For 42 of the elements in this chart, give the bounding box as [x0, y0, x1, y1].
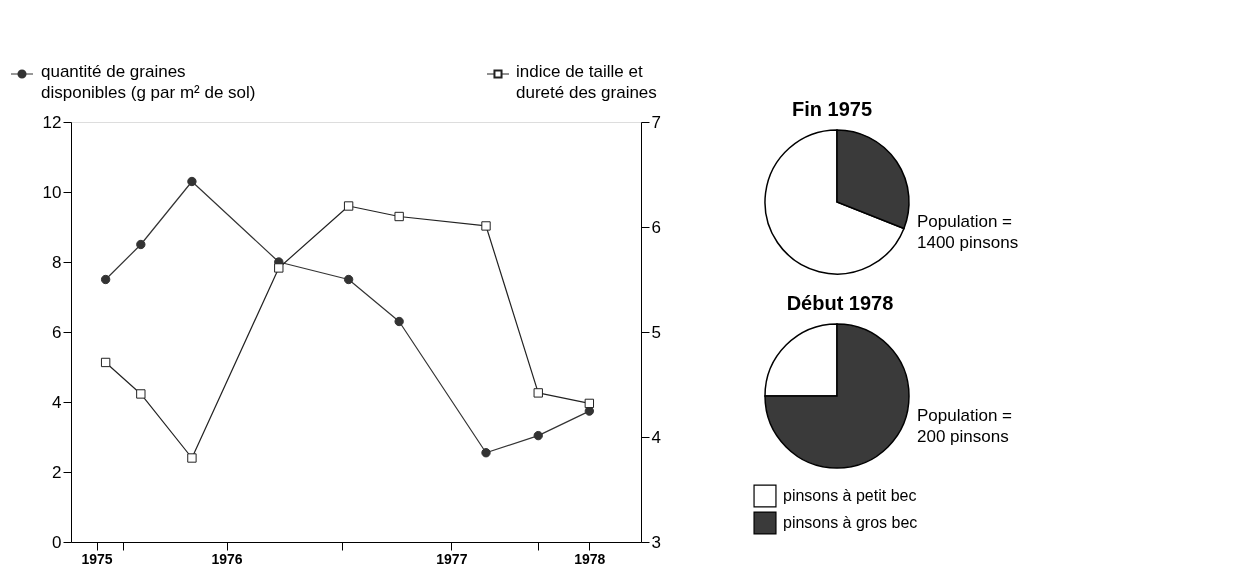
point: [187, 176, 197, 187]
y-tick-label: 8: [52, 252, 62, 272]
y-tick-label: 4: [52, 392, 62, 412]
text: Population = 1400 pinsons: [917, 212, 1019, 252]
x-tick-label: 1977: [436, 550, 468, 567]
point: [394, 316, 404, 327]
x-tick-label: 1976: [211, 550, 243, 567]
chart-title: Fin 1975: [792, 98, 873, 120]
chart-title: Début 1978: [786, 292, 894, 314]
text: Population = 200 pinsons: [917, 406, 1013, 446]
y-tick-label: 12: [42, 112, 62, 132]
point: [274, 263, 284, 273]
y2-tick-label: 4: [651, 427, 661, 447]
y-tick-label: 0: [52, 532, 62, 552]
legend-label: indice de taille et dureté des graines: [516, 62, 657, 102]
x-tick-label: 1975: [81, 550, 113, 567]
point: [481, 221, 491, 231]
point: [343, 274, 354, 285]
point: [136, 389, 146, 399]
point: [343, 201, 354, 211]
x-tick-label: 1978: [574, 550, 606, 567]
y-tick-label: 10: [42, 182, 62, 202]
point: [136, 239, 146, 250]
legend-label: quantité de graines disponibles (g par m² de sol): [41, 62, 256, 102]
y2-tick-label: 3: [651, 532, 661, 552]
point: [100, 274, 111, 285]
y-tick-label: 6: [52, 322, 62, 342]
y2-tick-label: 5: [651, 322, 661, 342]
pie-slice: [764, 323, 910, 469]
point: [584, 398, 595, 409]
legend-label: pinsons à gros bec: [783, 514, 918, 531]
point: [533, 388, 543, 398]
legend-label: pinsons à petit bec: [783, 487, 917, 504]
y-tick-label: 2: [52, 462, 62, 482]
point: [481, 448, 491, 458]
y2-tick-label: 6: [651, 217, 661, 237]
point: [394, 211, 404, 222]
point: [187, 453, 197, 463]
point: [100, 357, 111, 368]
point: [584, 406, 595, 416]
point: [533, 430, 543, 441]
y2-tick-label: 7: [651, 112, 661, 132]
